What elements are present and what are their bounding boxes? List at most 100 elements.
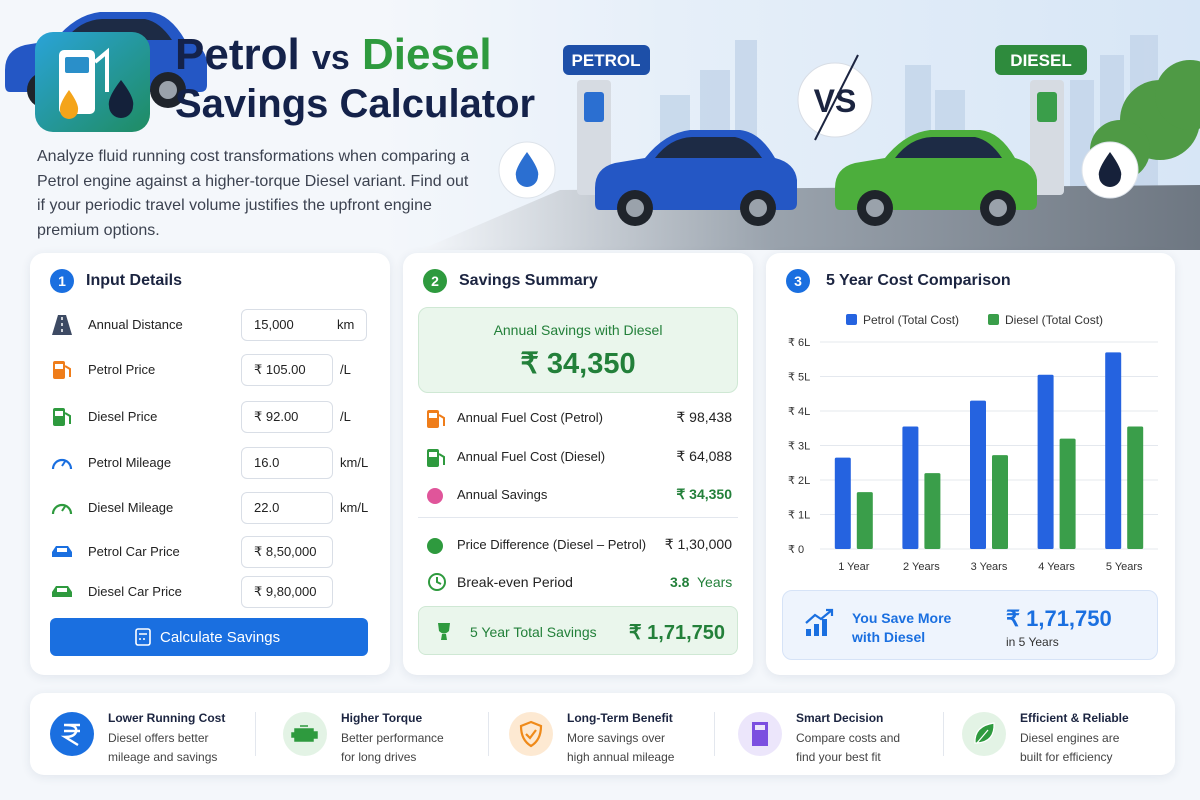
bar	[924, 473, 941, 549]
icon-shape	[57, 588, 67, 592]
field-input[interactable]: ₹ 9,80,000	[241, 576, 333, 608]
field-input[interactable]: ₹ 105.00	[241, 354, 333, 386]
breakeven-unit: Years	[697, 574, 733, 590]
vs-label: VS	[814, 83, 857, 119]
field-input[interactable]: ₹ 92.00	[241, 401, 333, 433]
field-icon	[52, 315, 72, 335]
field-unit: km/L	[340, 500, 369, 515]
icon-shape	[429, 413, 437, 418]
bar	[970, 400, 986, 549]
highlight-value: ₹ 34,350	[520, 348, 636, 380]
title-vs: vs	[311, 39, 350, 77]
field-unit: km/L	[340, 455, 369, 470]
legend-swatch	[846, 314, 857, 325]
field-label: Petrol Mileage	[88, 455, 172, 470]
title-line-2: Savings Calculator	[175, 82, 536, 126]
y-tick-label: ₹ 5L	[788, 372, 810, 384]
bar	[902, 426, 919, 549]
y-tick-label: ₹ 0	[788, 544, 804, 556]
bar	[1105, 352, 1122, 549]
icon-shape	[427, 538, 443, 554]
icon-shape	[135, 628, 151, 646]
feature-text: Diesel offers better mileage and savings	[108, 731, 218, 764]
icon-shape	[61, 459, 67, 467]
highlight-label: Annual Savings with Diesel	[493, 322, 663, 338]
bar	[1059, 438, 1076, 549]
x-tick-label: 3 Years	[971, 561, 1008, 573]
y-tick-label: ₹ 6L	[788, 337, 810, 349]
legend-swatch	[988, 314, 999, 325]
row-value: ₹ 64,088	[676, 448, 732, 464]
icon-shape	[51, 458, 73, 470]
icon-shape	[53, 408, 65, 426]
bar	[1037, 374, 1054, 549]
clock-icon	[428, 573, 446, 591]
field-icon	[51, 503, 73, 515]
icon-shape	[427, 449, 439, 467]
legend-label: Diesel (Total Cost)	[1005, 313, 1103, 327]
field-icon	[53, 408, 71, 426]
icon-shape	[438, 414, 445, 426]
hero-illustration: PETROL DIESEL VS	[5, 0, 1200, 250]
icon-shape	[438, 623, 450, 640]
y-tick-label: ₹ 1L	[788, 510, 810, 522]
icon-shape	[61, 504, 67, 512]
feature-title: Efficient & Reliable	[1020, 711, 1129, 725]
field-icon	[52, 586, 72, 597]
icon-shape	[55, 411, 63, 416]
callout-value: ₹ 1,71,750	[1006, 606, 1112, 631]
card-title: Savings Summary	[459, 272, 598, 289]
separator	[943, 712, 944, 756]
y-tick-label: ₹ 4L	[788, 406, 810, 418]
field-input[interactable]: 16.0	[241, 447, 333, 479]
field-input[interactable]: 22.0	[241, 492, 333, 524]
x-tick-label: 4 Years	[1038, 561, 1075, 573]
separator	[255, 712, 256, 756]
icon-shape	[805, 608, 834, 624]
icon-shape	[436, 577, 442, 585]
card-title: Input Details	[86, 272, 183, 289]
feature-icon	[738, 712, 782, 756]
callout-title: You Save More with Diesel	[852, 610, 952, 645]
field-input[interactable]: ₹ 8,50,000	[241, 536, 333, 568]
total-value: ₹ 1,71,750	[628, 622, 725, 644]
field-icon	[51, 458, 73, 470]
row-label: Annual Fuel Cost (Diesel)	[457, 449, 606, 464]
app-icon	[35, 32, 150, 132]
bar	[992, 455, 1008, 549]
feature-title: Lower Running Cost	[108, 711, 226, 725]
breakeven-label: Break-even Period	[457, 574, 573, 590]
icon-shape	[429, 452, 437, 457]
field-icon	[52, 546, 72, 557]
step-badge: 2	[423, 269, 447, 293]
row-label: Annual Savings	[457, 487, 548, 502]
field-unit: /L	[340, 409, 351, 424]
bar-chart: Petrol (Total Cost) Diesel (Total Cost) ₹ …	[788, 313, 1158, 573]
breakeven-value: 3.8	[670, 574, 690, 590]
feature-text: Better performance for long drives	[341, 731, 444, 764]
total-label: 5 Year Total Savings	[470, 624, 597, 640]
icon-bg	[509, 712, 553, 756]
field-label: Petrol Car Price	[88, 544, 180, 559]
feature-icon	[509, 712, 553, 756]
feature-text: Compare costs and find your best fit	[796, 731, 901, 764]
step-badge: 1	[50, 269, 74, 293]
trophy-icon	[438, 623, 450, 640]
highlight-box	[418, 307, 738, 393]
callout-note: in 5 Years	[1006, 635, 1059, 649]
icon-shape	[57, 548, 67, 552]
separator	[714, 712, 715, 756]
button-label: Calculate Savings	[160, 629, 281, 646]
title-petrol: Petrol	[175, 30, 300, 79]
separator	[488, 712, 489, 756]
calculate-button[interactable]	[50, 618, 368, 656]
step-badge: 3	[786, 269, 810, 293]
x-tick-label: 2 Years	[903, 561, 940, 573]
feature-icon	[50, 712, 94, 756]
icon-shape	[64, 365, 71, 377]
field-input[interactable]: 15,000	[241, 309, 367, 341]
title-line-1: Petrol vs Diesel	[175, 30, 492, 80]
field-label: Diesel Price	[88, 409, 158, 424]
title-diesel: Diesel	[362, 30, 492, 79]
